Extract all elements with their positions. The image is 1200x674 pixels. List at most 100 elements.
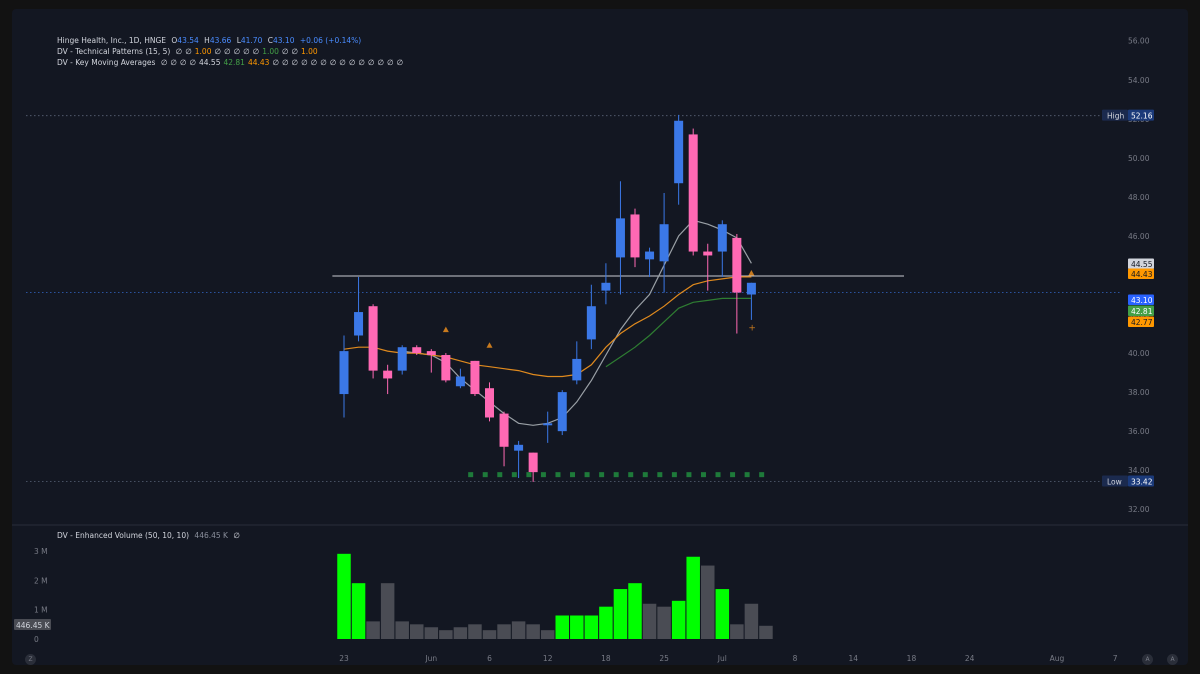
signal-square-19 xyxy=(613,472,619,478)
signal-square-28 xyxy=(744,472,750,478)
price-chart[interactable]: 32.0034.0036.0038.0040.0042.0044.0046.00… xyxy=(12,9,1188,665)
ma-line-orange xyxy=(343,276,752,378)
candle-body-24 xyxy=(688,134,698,252)
candle-body-27 xyxy=(732,237,742,293)
signal-square-11 xyxy=(497,472,503,478)
price-tag-3: 42.81 xyxy=(1131,307,1153,316)
ma-value-6: 44.43 xyxy=(247,58,270,67)
pattern-value-11: 1.00 xyxy=(301,47,318,56)
auto-scale-button[interactable]: A xyxy=(1142,654,1153,665)
candle-body-16 xyxy=(572,358,582,381)
ma-value-1: ∅ xyxy=(170,58,177,67)
volume-bar-21 xyxy=(642,603,657,639)
auto-button[interactable]: A xyxy=(1167,654,1178,665)
signal-square-16 xyxy=(570,472,576,478)
time-tick-3: 12 xyxy=(543,654,553,663)
time-tick-12: 7 xyxy=(1113,654,1118,663)
pattern-marker-1 xyxy=(486,342,493,348)
volume-bar-11 xyxy=(497,624,511,639)
low-value: 41.70 xyxy=(240,36,263,45)
time-tick-5: 25 xyxy=(659,654,669,663)
price-tick-label-0: 32.00 xyxy=(1128,505,1150,514)
low-value-bg xyxy=(1128,475,1154,487)
price-tag-bg-2 xyxy=(1128,294,1154,305)
patterns-label[interactable]: DV - Technical Patterns (15, 5) xyxy=(57,47,171,56)
signal-square-18 xyxy=(599,472,605,478)
price-tick-label-4: 40.00 xyxy=(1128,349,1150,358)
time-tick-2: 6 xyxy=(487,654,492,663)
timezone-button[interactable]: Z xyxy=(25,654,36,665)
price-tag-4: 42.77 xyxy=(1131,318,1153,327)
chart-frame: 32.0034.0036.0038.0040.0042.0044.0046.00… xyxy=(12,9,1188,665)
high-label: H xyxy=(204,36,210,45)
symbol-title[interactable]: Hinge Health, Inc., 1D, HNGE xyxy=(57,36,166,45)
ma-value-3: ∅ xyxy=(189,58,196,67)
low-label: Low xyxy=(1107,478,1122,487)
open-value: 43.54 xyxy=(177,36,199,45)
ma-value-20: ∅ xyxy=(396,58,404,67)
volume-bar-14 xyxy=(540,630,555,639)
pattern-value-7: ∅ xyxy=(252,47,260,56)
volume-bar-8 xyxy=(453,627,468,639)
high-value-bg xyxy=(1128,109,1154,121)
ma-value-2: ∅ xyxy=(179,58,187,67)
volume-bar-26 xyxy=(715,589,730,639)
price-tag-2: 43.10 xyxy=(1131,296,1153,305)
pattern-value-0: ∅ xyxy=(175,47,183,56)
candle-body-26 xyxy=(717,224,727,252)
volume-bar-28 xyxy=(744,603,759,639)
pattern-marker-0 xyxy=(442,326,449,333)
pattern-marker-3: + xyxy=(748,324,756,334)
volume-current-bg xyxy=(14,619,51,630)
close-label: C xyxy=(267,36,273,45)
ma-value-9: ∅ xyxy=(291,58,299,67)
signal-square-14 xyxy=(540,472,546,478)
ma-value-18: ∅ xyxy=(377,58,385,67)
volume-bar-24 xyxy=(686,556,700,639)
time-tick-9: 18 xyxy=(907,654,917,663)
signal-square-23 xyxy=(671,472,677,478)
ma-value-4: 44.55 xyxy=(199,58,221,67)
time-tick-8: 14 xyxy=(848,654,858,663)
pattern-value-4: ∅ xyxy=(224,47,231,56)
volume-bar-27 xyxy=(730,624,744,639)
price-tick-label-8: 48.00 xyxy=(1128,193,1150,202)
ma-value-11: ∅ xyxy=(310,58,318,67)
signal-square-20 xyxy=(628,472,634,478)
price-tick-label-12: 56.00 xyxy=(1128,37,1150,46)
signal-square-17 xyxy=(584,472,590,478)
volume-legend: DV - Enhanced Volume (50, 10, 10) 446.45… xyxy=(57,531,243,540)
price-tick-label-3: 38.00 xyxy=(1128,388,1150,397)
signal-square-10 xyxy=(482,472,488,478)
time-tick-1: Jun xyxy=(424,654,437,663)
ma-value-14: ∅ xyxy=(339,58,346,67)
ma-value-13: ∅ xyxy=(329,58,337,67)
price-tick-label-2: 36.00 xyxy=(1128,427,1150,436)
candle-body-8 xyxy=(455,376,465,387)
low-value: 33.42 xyxy=(1131,478,1153,487)
candle-body-1 xyxy=(354,312,364,336)
volume-tick-3: 0 xyxy=(34,635,39,644)
volume-bar-19 xyxy=(613,589,628,639)
volume-tick-0: 3 M xyxy=(34,547,48,556)
price-tag-bg-0 xyxy=(1128,258,1154,269)
volume-bar-2 xyxy=(366,621,380,639)
candle-body-6 xyxy=(426,351,436,356)
pattern-value-2: 1.00 xyxy=(194,47,212,56)
volume-extra: ∅ xyxy=(233,531,240,540)
candle-body-2 xyxy=(368,306,378,371)
volume-bar-5 xyxy=(410,624,424,639)
volume-bar-12 xyxy=(511,621,526,639)
signal-square-13 xyxy=(526,472,532,478)
time-tick-4: 18 xyxy=(601,654,611,663)
candle-body-18 xyxy=(601,282,611,291)
candle-body-5 xyxy=(412,347,422,354)
volume-bar-9 xyxy=(468,624,482,639)
volume-bar-20 xyxy=(628,583,642,639)
price-tag-1: 44.43 xyxy=(1131,270,1153,279)
ma-label[interactable]: DV - Key Moving Averages xyxy=(57,58,156,67)
volume-bar-22 xyxy=(657,606,671,639)
volume-current-label: 446.45 K xyxy=(16,621,51,630)
volume-label[interactable]: DV - Enhanced Volume (50, 10, 10) xyxy=(57,531,190,540)
volume-bar-4 xyxy=(395,621,409,639)
